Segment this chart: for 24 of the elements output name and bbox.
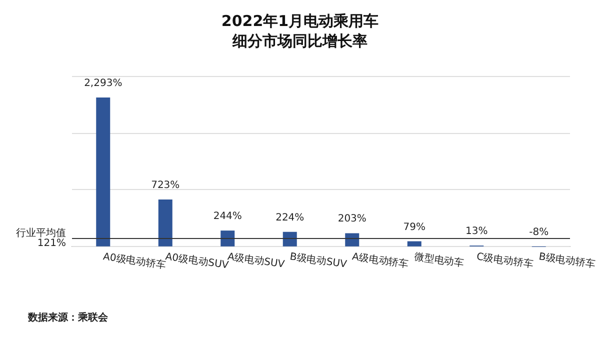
x-tick-label: 微型电动车: [414, 250, 465, 270]
data-label: 2,293%: [84, 78, 122, 90]
ref-line-label: 行业平均值 121%: [16, 227, 66, 250]
x-tick-label: B级电动SUV: [289, 250, 348, 270]
bar: [96, 98, 110, 246]
bar: [282, 232, 297, 246]
data-label: 244%: [213, 211, 242, 222]
data-label: -8%: [529, 226, 549, 238]
chart-title: 2022年1月电动乘用车细分市场同比增长率: [221, 12, 379, 50]
data-label: 13%: [466, 226, 488, 238]
x-tick-label: A0级电动轿车: [102, 250, 167, 272]
bar: [220, 230, 235, 246]
x-tick-label: B级电动轿车: [538, 250, 596, 270]
source-note: 数据来源：乘联会: [27, 312, 109, 324]
x-tick-label: A0级电动SUV: [164, 250, 230, 272]
data-label: 224%: [276, 212, 304, 224]
data-label: 203%: [338, 214, 366, 225]
x-tick-label: C级电动轿车: [476, 250, 534, 270]
bar: [345, 233, 360, 246]
bar: [407, 241, 422, 246]
data-label: 723%: [151, 180, 180, 191]
x-tick-label: A级电动轿车: [351, 250, 410, 270]
data-label: 79%: [403, 222, 426, 233]
bar: [158, 199, 172, 246]
